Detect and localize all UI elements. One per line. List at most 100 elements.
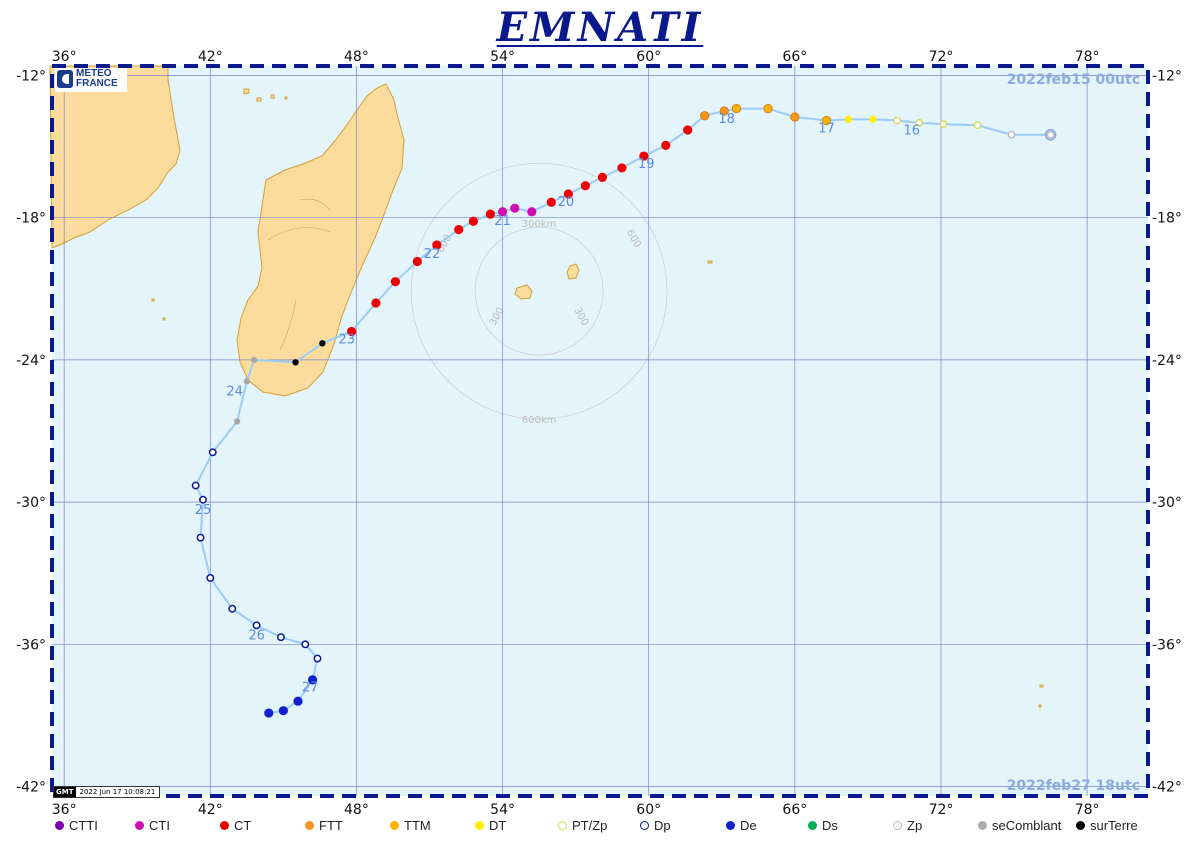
track-point-cti [527, 207, 537, 217]
legend-item: TTM [390, 818, 431, 833]
track-point-pt-zp [915, 118, 924, 127]
madagascar-river [267, 198, 331, 351]
track-point-surterre [319, 340, 326, 347]
legend-dot-icon [558, 821, 567, 830]
track-point-ct [683, 125, 693, 135]
track-point-cti [510, 203, 520, 213]
track-point-dp [313, 654, 322, 663]
lat-lon-grid [52, 66, 1148, 796]
track-point-de [308, 675, 318, 685]
day-label: 20 [558, 195, 575, 210]
legend-item: Ds [808, 818, 838, 833]
reunion-island [514, 284, 533, 300]
legend-item: CTTI [55, 818, 98, 833]
track-point-surterre [292, 359, 299, 366]
track-point-zp [1046, 130, 1055, 139]
range-ring [410, 162, 668, 420]
track-point-secomblant [250, 356, 258, 364]
track-point-ftt [790, 112, 800, 122]
legend-item: CTI [135, 818, 170, 833]
lat-tick-label-left: -12° [16, 68, 46, 84]
track-point-dp [301, 640, 310, 649]
legend-label: CTI [149, 818, 170, 833]
lat-tick-label-right: -24° [1152, 353, 1182, 369]
track-point-ct [639, 151, 649, 161]
track-point-ttm [731, 104, 741, 114]
day-label: 17 [818, 121, 835, 136]
lon-tick-label-top: 78° [1075, 49, 1100, 65]
legend-item: Dp [640, 818, 671, 833]
frame-border [50, 64, 1150, 798]
legend-label: DT [489, 818, 507, 833]
day-label: 26 [248, 629, 265, 644]
map-frame [50, 64, 1150, 798]
track-point-de [293, 696, 303, 706]
lat-tick-label-right: -12° [1152, 68, 1182, 84]
day-label: 19 [638, 157, 655, 172]
lon-tick-label-top: 48° [344, 49, 369, 65]
track-point-secomblant [233, 418, 241, 425]
legend-item: CT [220, 818, 251, 833]
track-point-de [278, 706, 288, 716]
generation-timestamp: GMT 2022 Jun 17 10:08:21 [53, 786, 161, 798]
lat-tick-label-right: -30° [1152, 495, 1182, 511]
lon-tick-label-top: 36° [52, 49, 77, 65]
lon-tick-label-top: 60° [636, 49, 661, 65]
track-point-pt-zp [893, 116, 902, 125]
logo-line2: FRANCE [76, 78, 118, 89]
track-point-ct [597, 172, 608, 182]
track-point-pt-zp [939, 120, 948, 129]
lon-tick-label-bottom: 36° [52, 802, 77, 818]
legend-item: PT/Zp [558, 818, 607, 833]
track-point-dp [208, 448, 217, 457]
small-islands [151, 260, 1044, 708]
africa-landmass [49, 65, 181, 249]
range-ring [474, 226, 604, 356]
meteo-france-logo: METEO FRANCE [55, 68, 127, 92]
legend-label: PT/Zp [572, 818, 608, 833]
day-label: 24 [226, 384, 243, 399]
legend-dot-icon [893, 821, 902, 830]
legend-dot-icon [808, 821, 817, 830]
lon-tick-label-bottom: 42° [198, 802, 223, 818]
lon-tick-label-bottom: 72° [929, 802, 954, 818]
start-date-label: 2022feb15 00utc [1007, 72, 1140, 88]
lon-tick-label-bottom: 66° [782, 802, 807, 818]
ocean [52, 66, 1148, 796]
track-point-dp [196, 533, 205, 542]
legend-dot-icon [640, 821, 649, 830]
legend-item: surTerre [1076, 818, 1138, 833]
category-legend: CTTI CTI CT FTT TTM DT PT/Zp Dp De Ds Zp seComblant… [0, 818, 1200, 836]
logo-line1: METEO [76, 68, 112, 79]
legend-item: Zp [893, 818, 922, 833]
track-points [191, 104, 1057, 718]
track-point-de [264, 708, 274, 718]
track-point-dp [191, 481, 200, 490]
track-point-ct [580, 181, 590, 191]
legend-dot-icon [726, 821, 735, 830]
track-point-dp [206, 573, 215, 582]
lat-tick-label-left: -42° [16, 780, 46, 796]
track-point-ct [390, 277, 401, 287]
day-label: 27 [302, 681, 319, 696]
lon-tick-label-top: 66° [782, 49, 807, 65]
end-date-label: 2022feb27 18utc [1007, 778, 1140, 794]
legend-item: seComblant [978, 818, 1061, 833]
track-point-ftt [719, 106, 729, 116]
legend-label: TTM [404, 818, 431, 833]
lon-tick-label-top: 42° [198, 49, 223, 65]
track-point-ct [371, 298, 381, 308]
day-label: 16 [903, 124, 920, 139]
track-point-ct [454, 224, 464, 235]
legend-label: De [740, 818, 757, 833]
track-point-pt-zp [973, 121, 982, 130]
legend-dot-icon [220, 821, 229, 830]
legend-label: seComblant [992, 818, 1062, 833]
meteo-france-logo-icon [57, 70, 73, 88]
legend-dot-icon [475, 821, 484, 830]
track-point-zp [1007, 130, 1016, 139]
track-point-dp [252, 621, 261, 630]
timestamp-text: 2022 Jun 17 10:08:21 [79, 788, 156, 796]
lat-tick-label-right: -36° [1152, 637, 1182, 653]
